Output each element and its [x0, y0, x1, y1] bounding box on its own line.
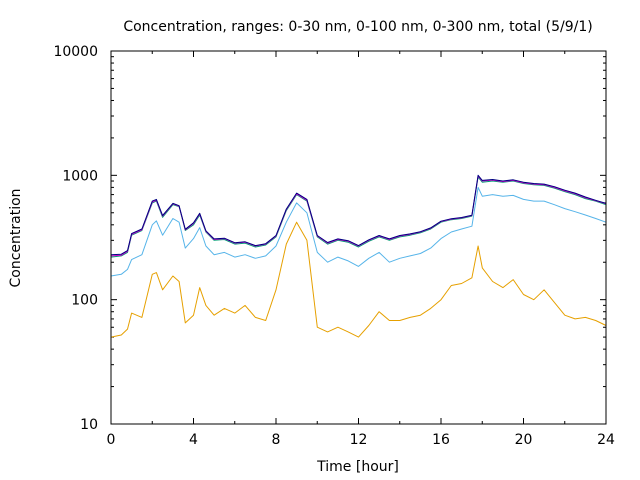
series-layer: [110, 174, 607, 338]
y-tick-label: 10000: [53, 44, 98, 60]
x-tick-label: 16: [432, 432, 450, 448]
x-axis-label: Time [hour]: [316, 459, 399, 475]
x-tick-label: 24: [597, 432, 615, 448]
series-line-1: [110, 221, 607, 338]
x-tick-label: 20: [515, 432, 533, 448]
series-line-2: [110, 186, 607, 277]
y-tick-label: 100: [71, 293, 98, 309]
y-axis-label: Concentration: [8, 188, 24, 287]
plot-frame: [110, 50, 607, 425]
y-tick-label: 10: [80, 417, 98, 433]
x-tick-label: 0: [107, 432, 116, 448]
series-line-5: [110, 174, 607, 256]
axis-ticks: 0 4 8 12 16 20 24 10 100 1000 10000: [53, 44, 615, 448]
x-tick-label: 8: [272, 432, 281, 448]
y-tick-label: 1000: [62, 168, 98, 184]
x-tick-label: 4: [189, 432, 198, 448]
x-tick-label: 12: [350, 432, 368, 448]
chart-title: Concentration, ranges: 0-30 nm, 0-100 nm…: [123, 19, 592, 35]
